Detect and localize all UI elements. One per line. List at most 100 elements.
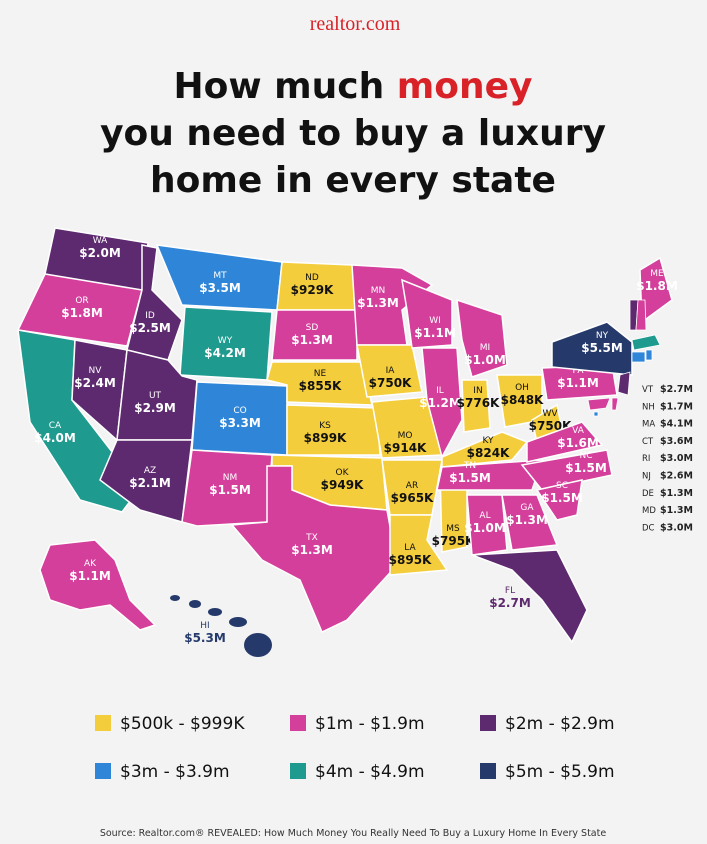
state-abbr: HI (200, 621, 209, 631)
state-abbr: KY (482, 436, 494, 446)
state-value: $1.5M (449, 471, 491, 485)
state-abbr: AR (406, 481, 418, 491)
legend-swatch (95, 763, 111, 779)
state-value: $1.5M (541, 491, 583, 505)
state-value: $899K (304, 431, 347, 445)
small-state-value: $2.6M (660, 471, 693, 482)
state-value: $2.1M (129, 476, 171, 490)
title-line: How much money (173, 66, 532, 107)
state-abbr: TN (463, 461, 476, 471)
legend-swatch (480, 763, 496, 779)
state-value: $4.0M (34, 431, 76, 445)
state (230, 465, 398, 634)
small-state (611, 397, 619, 411)
state-value: $1.8M (61, 306, 103, 320)
state-value: $2.7M (489, 596, 531, 610)
small-state (593, 411, 599, 417)
state-value: $824K (467, 446, 510, 460)
small-state-value: $2.7M (660, 384, 693, 395)
state (401, 278, 453, 349)
small-state-value: $3.0M (660, 522, 693, 533)
state-abbr: LA (404, 543, 416, 553)
state-value: $4.2M (204, 346, 246, 360)
small-state (587, 397, 611, 411)
title-highlight: money (397, 66, 533, 107)
small-state-abbr: DC (642, 523, 655, 533)
state (501, 494, 559, 551)
state-abbr: NC (579, 451, 592, 461)
state-abbr: MO (398, 431, 413, 441)
state (461, 379, 491, 433)
state (526, 421, 604, 463)
small-state-abbr: NH (642, 402, 655, 412)
state (286, 404, 381, 456)
state-value: $2.9M (134, 401, 176, 415)
state-value: $1.0M (464, 521, 506, 535)
title-line: home in every state (150, 160, 556, 201)
state-value: $1.2M (419, 396, 461, 410)
state-abbr: SC (556, 481, 568, 491)
state-value: $1.1M (69, 569, 111, 583)
state-abbr: AZ (144, 466, 156, 476)
small-state (635, 299, 647, 331)
state-abbr: OR (75, 296, 88, 306)
state-abbr: IN (473, 386, 482, 396)
island (170, 595, 180, 601)
small-state-value: $3.6M (660, 436, 693, 447)
small-state-abbr: NJ (642, 472, 651, 482)
state-abbr: MN (371, 286, 386, 296)
state-abbr: WA (93, 236, 108, 246)
state-value: $2.5M (129, 321, 171, 335)
state-value: $795K (432, 534, 475, 548)
state-abbr: NM (223, 473, 238, 483)
state-value: $1.5M (209, 483, 251, 497)
state-abbr: GA (520, 503, 534, 513)
small-state-value: $3.0M (660, 453, 693, 464)
state-value: $1.3M (357, 296, 399, 310)
legend-label: $3m - $3.9m (120, 762, 230, 782)
state-abbr: WI (429, 316, 441, 326)
state-abbr: IA (386, 366, 396, 376)
small-state-value: $1.3M (660, 505, 693, 516)
legend-label: $500k - $999K (120, 714, 245, 734)
state-abbr: CO (233, 406, 246, 416)
state-value: $929K (291, 283, 334, 297)
legend-swatch (290, 763, 306, 779)
state-abbr: NE (314, 369, 327, 379)
state-value: $1.8M (636, 279, 678, 293)
state-abbr: ND (305, 273, 319, 283)
small-state (645, 349, 653, 361)
state (456, 298, 508, 378)
state-value: $3.3M (219, 416, 261, 430)
state-abbr: SD (306, 323, 319, 333)
state-abbr: MS (446, 524, 460, 534)
state (16, 273, 143, 347)
state (535, 479, 583, 521)
small-state-abbr: MD (642, 506, 656, 516)
state-abbr: UT (149, 391, 162, 401)
state-value: $895K (389, 553, 432, 567)
state-value: $750K (369, 376, 412, 390)
island (244, 633, 272, 657)
state-abbr: FL (505, 586, 515, 596)
state-value: $1.6M (557, 436, 599, 450)
state-abbr: KS (319, 421, 331, 431)
small-state-abbr: DE (642, 489, 654, 499)
state-value: $1.1M (414, 326, 456, 340)
state-abbr: OH (515, 383, 529, 393)
state-abbr: NV (89, 366, 103, 376)
state (421, 347, 463, 460)
state-value: $3.5M (199, 281, 241, 295)
state (520, 449, 613, 491)
state-value: $776K (457, 396, 500, 410)
legend-swatch (480, 715, 496, 731)
state (356, 344, 423, 398)
state (389, 514, 449, 576)
state-value: $1.0M (464, 353, 506, 367)
state (471, 549, 588, 644)
state-value: $2.0M (79, 246, 121, 260)
brand: realtor.com (310, 13, 401, 35)
state-value: $1.5M (565, 461, 607, 475)
